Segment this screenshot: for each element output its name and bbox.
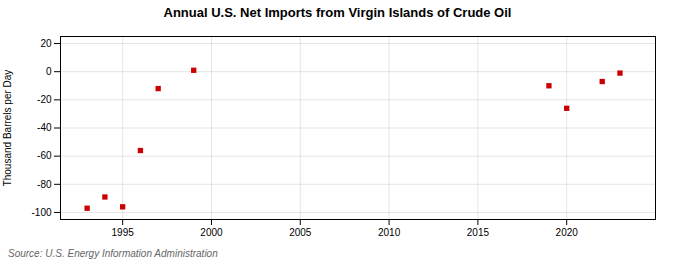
svg-text:2005: 2005 <box>289 227 312 238</box>
svg-text:20: 20 <box>40 38 52 49</box>
svg-text:-60: -60 <box>37 150 52 161</box>
svg-text:-100: -100 <box>31 207 51 218</box>
svg-text:2015: 2015 <box>467 227 490 238</box>
html-text:Source: U.S. Energy Informatio: Source: U.S. Energy Information Administ… <box>8 248 218 259</box>
svg-text:0: 0 <box>46 66 52 77</box>
svg-text:1995: 1995 <box>112 227 135 238</box>
svg-text:Thousand Barrels per Day: Thousand Barrels per Day <box>2 70 13 187</box>
svg-text:2010: 2010 <box>378 227 401 238</box>
html-text:Annual U.S. Net Imports from V: Annual U.S. Net Imports from Virgin Isla… <box>163 5 512 20</box>
svg-text:2000: 2000 <box>200 227 223 238</box>
svg-text:-80: -80 <box>37 179 52 190</box>
svg-text:-40: -40 <box>37 122 52 133</box>
svg-text:2020: 2020 <box>556 227 579 238</box>
svg-text:-20: -20 <box>37 94 52 105</box>
